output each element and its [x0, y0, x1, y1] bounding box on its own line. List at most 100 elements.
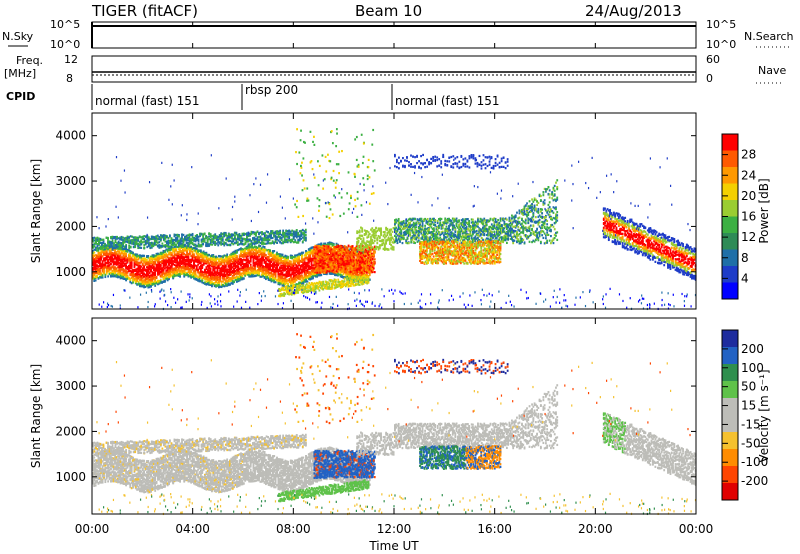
power-cell — [109, 253, 112, 256]
power-cell — [191, 264, 194, 267]
power-cell — [154, 272, 157, 275]
power-cell — [168, 251, 170, 254]
power-cell — [94, 279, 97, 282]
power-cell — [109, 252, 112, 255]
power-cell — [269, 275, 271, 278]
power-cell — [109, 258, 112, 261]
power-cell — [280, 273, 283, 276]
power-cell — [98, 270, 101, 273]
power-cell — [204, 272, 206, 275]
power-cell — [92, 251, 94, 254]
freq-label-top: Freq. — [16, 54, 43, 67]
power-cell — [147, 276, 150, 279]
power-cell — [163, 256, 166, 259]
power-cell — [271, 258, 274, 261]
power-cell — [201, 274, 204, 277]
power-cell — [260, 261, 263, 264]
power-cell — [126, 248, 129, 252]
power-cell — [270, 255, 273, 258]
power-cell — [202, 252, 205, 255]
power-cell — [256, 260, 259, 263]
power-cell — [144, 282, 147, 285]
power-cell — [269, 260, 271, 264]
power-cell — [157, 271, 159, 274]
power-cell — [121, 262, 123, 265]
power-cell — [96, 270, 98, 273]
power-cell — [208, 279, 211, 283]
power-cell — [215, 255, 217, 258]
power-cell — [165, 262, 168, 265]
power-cell — [147, 284, 150, 287]
power-cell — [147, 279, 150, 282]
power-cell — [206, 278, 209, 281]
power-cell — [269, 268, 271, 271]
power-cell — [139, 268, 141, 271]
power-cell — [251, 275, 253, 278]
power-cell — [251, 244, 253, 247]
power-cell — [94, 254, 97, 257]
power-cell — [151, 275, 154, 278]
power-cell — [147, 273, 150, 276]
power-cell — [163, 277, 166, 280]
power-cell — [271, 250, 274, 253]
power-cell — [147, 264, 150, 267]
power-cell — [184, 255, 187, 259]
power-cell — [260, 251, 263, 254]
power-cell — [92, 253, 94, 256]
power-cell — [121, 259, 123, 263]
power-cell — [162, 250, 165, 253]
power-cell — [100, 258, 103, 261]
power-cell — [98, 276, 101, 279]
power-cell — [116, 259, 119, 263]
power-cell — [258, 247, 260, 250]
power-cell — [98, 259, 101, 262]
power-cell — [122, 252, 125, 256]
power-cell — [123, 269, 126, 272]
power-cell — [109, 259, 112, 262]
power-cell — [219, 263, 222, 266]
power-cell — [143, 259, 146, 263]
power-cell — [163, 272, 166, 275]
power-cell — [266, 255, 269, 259]
power-cell — [115, 260, 118, 263]
power-cell — [193, 277, 195, 280]
power-cell — [240, 250, 242, 253]
power-cell — [188, 271, 191, 274]
power-cell — [217, 273, 220, 276]
power-cell — [130, 251, 133, 255]
power-cell — [119, 259, 122, 263]
power-cell — [270, 258, 273, 261]
power-cell — [169, 248, 172, 252]
power-cell — [133, 257, 136, 260]
power-cell — [162, 271, 165, 274]
power-cell — [219, 260, 222, 264]
power-cell — [152, 262, 155, 265]
power-cell — [238, 277, 241, 281]
power-cell — [234, 276, 237, 279]
power-cell — [176, 255, 179, 258]
power-cell — [281, 269, 284, 272]
power-cell — [235, 280, 238, 283]
power-cell — [141, 285, 144, 288]
power-cell — [234, 256, 237, 259]
power-cell — [208, 283, 211, 286]
power-cell — [230, 278, 233, 281]
power-cell — [109, 255, 112, 258]
power-cell — [276, 266, 278, 269]
power-cell — [224, 270, 227, 273]
power-cell — [175, 248, 177, 251]
power-cell — [204, 259, 206, 262]
power-cell — [220, 269, 223, 272]
power-cell — [108, 272, 111, 276]
power-cell — [151, 257, 154, 260]
power-cell — [235, 250, 238, 253]
power-cell — [213, 256, 216, 259]
power-cell — [104, 275, 107, 279]
power-cell — [191, 268, 194, 271]
power-cell — [255, 248, 258, 251]
power-cell — [176, 272, 179, 275]
power-cell — [255, 246, 258, 249]
power-cell — [206, 275, 209, 279]
power-cell — [93, 265, 96, 269]
power-cell — [170, 253, 173, 257]
